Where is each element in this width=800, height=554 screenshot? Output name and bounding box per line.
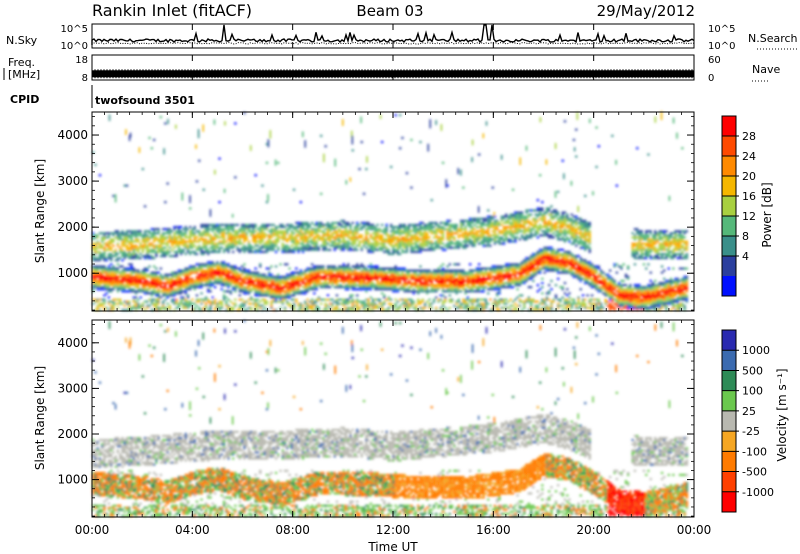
range-tick-label: 1000: [57, 266, 88, 280]
power-data: [92, 111, 688, 311]
range-tick-label: 3000: [57, 174, 88, 188]
power-ylabel: Slant Range [km]: [33, 159, 47, 263]
velocity-ylabel: Slant Range [km]: [33, 366, 47, 470]
time-tick-label: 20:00: [576, 523, 611, 537]
colorbar-swatch: [722, 370, 736, 391]
range-tick-label: 2000: [57, 427, 88, 441]
colorbar-tick-label: 16: [742, 190, 756, 203]
velocity-colorbar-label: Velocity [m s⁻¹]: [775, 368, 789, 461]
colorbar-swatch: [722, 330, 736, 351]
time-axis-label: Time UT: [367, 540, 418, 554]
freq-jitter: [91, 69, 693, 79]
colorbar-swatch: [722, 216, 736, 237]
noise-left-tick-top: 10^5: [61, 24, 88, 35]
colorbar-swatch: [722, 136, 736, 157]
colorbar-swatch: [722, 196, 736, 217]
colorbar-tick-label: 100: [742, 385, 763, 398]
colorbar-tick-label: 24: [742, 150, 756, 163]
range-tick-label: 4000: [57, 128, 88, 142]
colorbar-tick-label: -100: [742, 445, 767, 458]
cpid-label: CPID: [10, 93, 39, 106]
beam-title: Beam 03: [356, 2, 423, 20]
nave-tick-top: 60: [708, 55, 721, 66]
colorbar-tick-label: 1000: [742, 344, 770, 357]
colorbar-swatch: [722, 350, 736, 371]
power-colorbar: 28 24 20 16 12 8 4: [721, 115, 756, 297]
power-panel: 1000 2000 3000 4000 Slant Range [km]: [33, 111, 695, 312]
freq-label-line1: Freq.: [8, 56, 35, 69]
time-tick-label: 00:00: [75, 523, 110, 537]
range-tick-label: 1000: [57, 473, 88, 487]
colorbar-swatch: [722, 236, 736, 257]
velocity-colorbar: 1000 500 100 25 -25 -100 -500 -1000: [721, 329, 774, 513]
colorbar-tick-label: -25: [742, 425, 760, 438]
range-tick-label: 2000: [57, 220, 88, 234]
date-title: 29/May/2012: [597, 2, 695, 20]
time-tick-label: 08:00: [275, 523, 310, 537]
colorbar-tick-label: 12: [742, 210, 756, 223]
time-axis: 00:00 04:00 08:00 12:00 16:00 20:00 00:00: [75, 24, 712, 537]
time-tick-label: 04:00: [175, 523, 210, 537]
freq-trace: [92, 70, 694, 78]
colorbar-swatch: [722, 491, 736, 513]
colorbar-tick-label: 4: [742, 250, 749, 263]
noise-sky-trace: [91, 24, 695, 45]
noise-panel: N.Sky 10^5 10^0 10^5 10^0 N.Search: [6, 23, 798, 52]
velocity-axis-ticks: 1000 2000 3000 4000: [57, 324, 694, 517]
colorbar-swatch: [722, 156, 736, 177]
velocity-data: [92, 320, 688, 517]
noise-search-label: N.Search: [748, 32, 798, 45]
noise-search-trace: [91, 41, 695, 45]
freq-tick-top: 18: [75, 55, 88, 66]
colorbar-swatch: [722, 431, 736, 452]
colorbar-tick-label: 28: [742, 130, 756, 143]
power-colorbar-label: Power [dB]: [760, 182, 774, 247]
station-title: Rankin Inlet (fitACF): [92, 1, 252, 20]
colorbar-tick-label: 8: [742, 230, 749, 243]
freq-nave-panel: Freq. [MHz] 18 8 60 0 Nave: [3, 54, 780, 84]
colorbar-swatch: [722, 410, 736, 432]
cpid-panel: CPID twofsound 3501: [10, 85, 195, 108]
colorbar-tick-label: 500: [742, 364, 763, 377]
colorbar-swatch: [722, 451, 736, 472]
colorbar-swatch: [722, 471, 736, 493]
freq-tick-bottom: 8: [82, 73, 88, 84]
colorbar-swatch: [722, 116, 736, 137]
colorbar-tick-label: -500: [742, 466, 767, 479]
noise-sky-label: N.Sky: [6, 34, 38, 47]
cpid-value: twofsound 3501: [95, 94, 195, 107]
nave-tick-bottom: 0: [708, 73, 714, 84]
noise-right-tick-bottom: 10^0: [708, 41, 735, 52]
noise-left-tick-bottom: 10^0: [61, 41, 88, 52]
nave-label: Nave: [752, 63, 780, 76]
freq-label-line2: [MHz]: [8, 68, 40, 81]
noise-right-tick-top: 10^5: [708, 24, 735, 35]
range-tick-label: 3000: [57, 381, 88, 395]
colorbar-swatch: [722, 256, 736, 277]
colorbar-swatch: [722, 390, 736, 412]
time-tick-label: 00:00: [677, 523, 712, 537]
colorbar-tick-label: 20: [742, 170, 756, 183]
colorbar-tick-label: -1000: [742, 486, 774, 499]
time-tick-label: 16:00: [476, 523, 511, 537]
range-tick-label: 4000: [57, 336, 88, 350]
colorbar-tick-label: 25: [742, 405, 756, 418]
velocity-panel: 1000 2000 3000 4000 Slant Range [km]: [33, 319, 695, 518]
colorbar-swatch: [722, 176, 736, 197]
time-tick-label: 12:00: [376, 523, 411, 537]
colorbar-swatch: [722, 276, 736, 297]
